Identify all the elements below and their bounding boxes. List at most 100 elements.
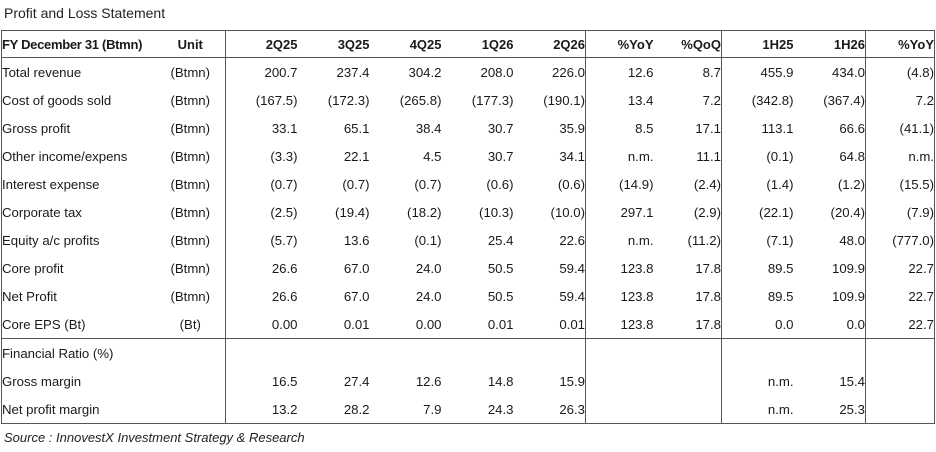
table-row: Cost of goods sold (Btmn) (167.5) (172.3) (2… <box>1 86 935 114</box>
row-unit: (Btmn) <box>170 176 211 192</box>
table-cell: (342.8) <box>721 86 794 114</box>
table-cell: 15.9 <box>559 373 585 389</box>
table-cell: 50.5 <box>487 288 514 304</box>
table-cell: 123.8 <box>585 254 654 282</box>
table-cell: 0.01 <box>487 316 514 332</box>
table-cell: (0.1) <box>414 232 442 248</box>
table-cell: 25.4 <box>487 232 514 248</box>
table-cell: (172.3) <box>327 92 370 108</box>
table-cell: (15.5) <box>865 170 935 198</box>
table-cell: 67.0 <box>343 260 370 276</box>
row-unit: (Btmn) <box>170 120 211 136</box>
table-cell: 200.7 <box>225 57 298 86</box>
table-cell: (2.9) <box>693 204 721 220</box>
table-cell: (177.3) <box>471 92 514 108</box>
empty-cell <box>441 338 514 367</box>
table-cell: 66.6 <box>839 120 865 136</box>
table-cell: (20.4) <box>830 204 865 220</box>
table-cell: (367.4) <box>823 92 865 108</box>
header-cell: Unit <box>155 30 226 58</box>
table-cell: 22.1 <box>343 148 370 164</box>
table-cell: (265.8) <box>399 92 442 108</box>
table-cell: 24.3 <box>441 395 514 424</box>
row-label: Interest expense <box>1 170 156 198</box>
table-cell: 226.0 <box>551 64 585 80</box>
header-cell: 2Q26 <box>513 30 586 58</box>
row-label: Equity a/c profits <box>1 226 156 254</box>
table-cell: (1.4) <box>721 170 794 198</box>
row-label: Core profit <box>1 254 156 282</box>
table-cell: (5.7) <box>225 226 298 254</box>
table-cell: 59.4 <box>559 288 585 304</box>
table-cell: 65.1 <box>343 120 370 136</box>
table-cell: n.m. <box>585 226 654 254</box>
table-cell: 22.7 <box>865 254 935 282</box>
table-cell: 8.7 <box>702 64 721 80</box>
table-cell: (190.1) <box>543 92 585 108</box>
table-cell: 7.2 <box>865 86 935 114</box>
table-cell: 24.0 <box>415 260 442 276</box>
table-cell: (0.6) <box>486 176 514 192</box>
table-row: Other income/expens (Btmn) (3.3) 22.1 4.5 30.… <box>1 142 935 170</box>
table-cell: n.m. <box>721 395 794 424</box>
empty-cell <box>155 338 226 367</box>
table-cell <box>585 367 654 395</box>
table-cell: 109.9 <box>831 288 865 304</box>
empty-cell <box>865 338 935 367</box>
table-cell: 208.0 <box>480 64 514 80</box>
table-cell: (11.2) <box>687 232 721 248</box>
header-cell: %YoY <box>585 30 654 58</box>
table-cell: 11.1 <box>696 148 721 164</box>
table-cell: (10.3) <box>479 204 514 220</box>
table-cell: 0.01 <box>343 316 370 332</box>
table-cell: 30.7 <box>487 120 514 136</box>
table-cell: 17.8 <box>695 260 721 276</box>
empty-cell <box>225 338 298 367</box>
row-label: Corporate tax <box>1 198 156 226</box>
row-unit: (Btmn) <box>170 288 211 304</box>
empty-cell <box>653 338 722 367</box>
table-cell: 7.2 <box>702 92 721 108</box>
row-label: Total revenue <box>1 57 156 86</box>
source-note: Source : InnovestX Investment Strategy &… <box>4 430 305 445</box>
row-unit: (Btmn) <box>170 204 211 220</box>
table-row: Net Profit (Btmn) 26.6 67.0 24.0 50.5 59.4 123.… <box>1 282 935 310</box>
header-cell: %YoY <box>865 30 935 58</box>
table-cell: 13.6 <box>343 232 370 248</box>
table-cell: 8.5 <box>585 114 654 142</box>
row-unit <box>156 367 226 395</box>
table-cell: 64.8 <box>839 148 865 164</box>
row-label: Net profit margin <box>1 395 156 424</box>
table-cell: 16.5 <box>225 367 298 395</box>
table-cell: 17.8 <box>695 316 721 332</box>
table-cell: (2.5) <box>225 198 298 226</box>
empty-cell <box>721 338 794 367</box>
table-cell: (10.0) <box>550 204 585 220</box>
table-cell: 0.0 <box>846 316 865 332</box>
table-cell: (777.0) <box>865 226 935 254</box>
header-cell: %QoQ <box>653 30 722 58</box>
table-cell: 17.1 <box>695 120 721 136</box>
table-cell: (2.4) <box>693 176 721 192</box>
row-unit: (Btmn) <box>170 232 211 248</box>
table-cell: 13.4 <box>585 86 654 114</box>
header-cell: FY December 31 (Btmn) <box>1 30 156 58</box>
row-unit: (Btmn) <box>170 64 211 80</box>
header-cell: 3Q25 <box>297 30 370 58</box>
table-cell <box>654 367 722 395</box>
table-cell: (0.6) <box>557 176 585 192</box>
table-cell: 14.8 <box>487 373 514 389</box>
page-title: Profit and Loss Statement <box>4 5 166 21</box>
table-cell: 113.1 <box>721 114 794 142</box>
row-label: Gross profit <box>1 114 156 142</box>
row-unit <box>155 395 226 424</box>
header-cell: 1H26 <box>793 30 866 58</box>
empty-cell <box>369 338 442 367</box>
table-cell: 455.9 <box>721 57 794 86</box>
table-cell: 34.1 <box>559 148 585 164</box>
row-unit: (Bt) <box>179 316 201 332</box>
table-cell: 48.0 <box>839 232 865 248</box>
row-label: Gross margin <box>1 367 156 395</box>
table-cell: (1.2) <box>837 176 865 192</box>
